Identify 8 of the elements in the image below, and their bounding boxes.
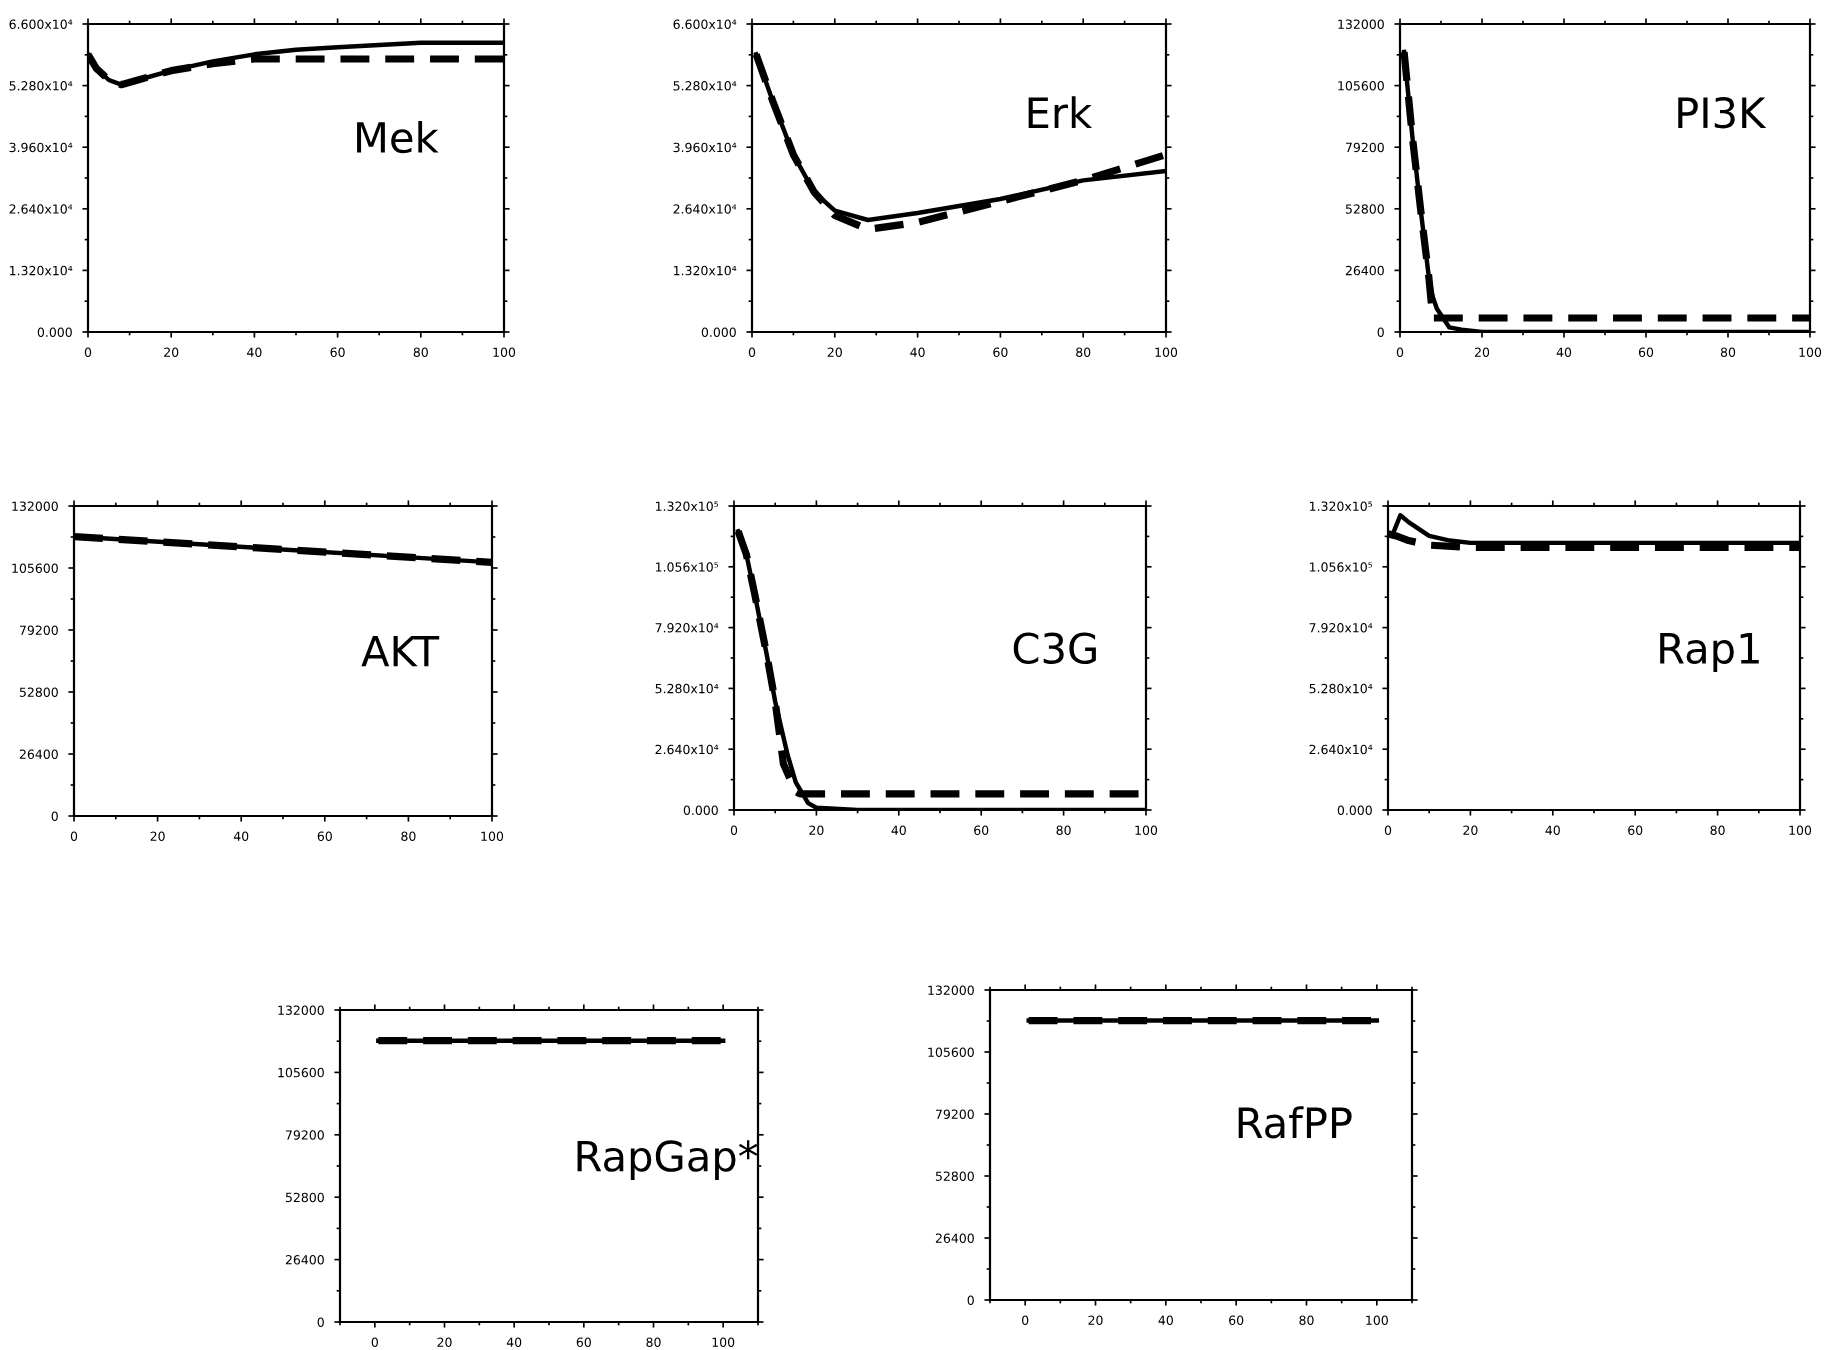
text: PI3K [1678, 96, 1767, 129]
text: Mek [357, 120, 439, 154]
text: C3G [1013, 632, 1096, 665]
text: AKT [361, 635, 440, 667]
text: Rap1 [1660, 633, 1759, 673]
text: RafPP [1238, 1106, 1352, 1139]
text: Erk [1028, 96, 1093, 128]
text: RapGap* [577, 1140, 758, 1180]
